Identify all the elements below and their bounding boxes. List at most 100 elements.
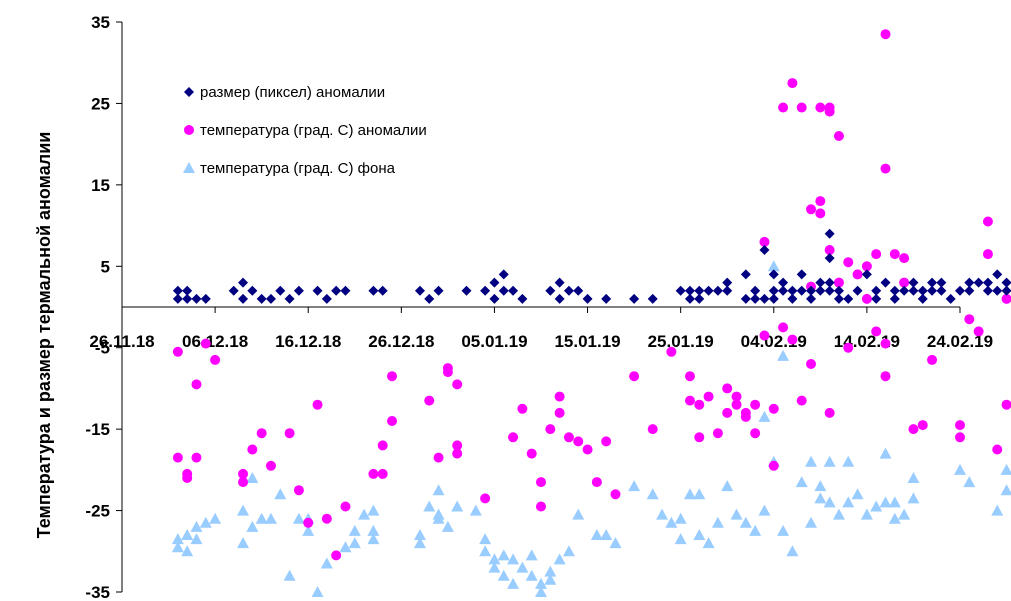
data-point-circle [442, 367, 453, 378]
data-point-triangle [721, 480, 734, 492]
data-point-diamond [712, 285, 723, 296]
series-circle [172, 29, 1011, 561]
data-point-diamond [377, 285, 388, 296]
data-point-diamond [200, 293, 211, 304]
data-point-circle [917, 420, 928, 431]
data-point-circle [666, 346, 677, 357]
data-point-diamond [806, 293, 817, 304]
data-point-diamond [331, 285, 342, 296]
data-point-circle [1001, 399, 1011, 410]
data-point-triangle [1000, 484, 1011, 496]
data-point-circle [787, 334, 798, 345]
data-point-diamond [768, 293, 779, 304]
y-tick-labels: 35 25 15 5 -5 -15 -25 -35 [85, 13, 110, 601]
data-point-diamond [172, 285, 183, 296]
data-point-triangle [739, 516, 752, 528]
data-point-diamond [601, 293, 612, 304]
data-point-diamond [275, 285, 286, 296]
data-point-diamond [684, 285, 695, 296]
data-point-triangle [358, 508, 371, 520]
data-point-triangle [609, 537, 622, 549]
data-point-triangle [749, 524, 762, 536]
data-point-circle [796, 395, 807, 406]
data-point-circle [778, 322, 789, 333]
data-point-circle [955, 432, 965, 443]
data-point-triangle [190, 533, 203, 545]
data-point-diamond [824, 285, 835, 296]
data-point-triangle [367, 504, 380, 516]
data-point-triangle [730, 508, 743, 520]
data-point-triangle [264, 512, 277, 524]
data-point-triangle [823, 496, 836, 508]
data-point-circle [731, 399, 742, 410]
data-point-circle [806, 204, 817, 215]
data-point-circle [172, 346, 183, 357]
data-point-triangle [758, 410, 771, 422]
data-point-circle [759, 330, 770, 341]
data-point-circle [843, 342, 854, 353]
data-point-triangle [171, 533, 184, 545]
data-point-circle [927, 354, 938, 365]
data-point-triangle [209, 512, 222, 524]
data-point-circle [526, 448, 537, 459]
x-tick-label: 15.01.19 [554, 332, 620, 351]
data-point-circle [712, 428, 723, 439]
data-point-circle [265, 460, 276, 471]
data-point-triangle [525, 549, 538, 561]
data-point-circle [377, 468, 388, 479]
data-point-circle [303, 517, 314, 528]
data-point-triangle [199, 516, 212, 528]
data-point-diamond [824, 228, 835, 239]
data-point-circle [256, 428, 267, 439]
data-point-diamond [833, 285, 844, 296]
data-point-triangle [832, 508, 845, 520]
data-point-diamond [787, 285, 798, 296]
data-point-diamond [489, 293, 500, 304]
data-point-circle [172, 452, 183, 463]
x-tick-label: 26.11.18 [89, 332, 154, 351]
data-point-triangle [237, 504, 250, 516]
data-point-circle [200, 338, 211, 349]
data-point-circle [321, 513, 332, 524]
data-point-diamond [908, 277, 919, 288]
x-tick-label: 24.02.19 [927, 332, 993, 351]
data-point-diamond [889, 293, 900, 304]
y-tick-label: -35 [85, 583, 110, 601]
data-point-diamond [340, 285, 351, 296]
data-point-circle [563, 432, 574, 443]
series-triangle [171, 260, 1011, 597]
data-point-diamond [238, 277, 249, 288]
data-point-diamond [936, 285, 947, 296]
data-point-diamond [414, 285, 425, 296]
data-point-diamond [554, 293, 565, 304]
data-point-triangle [497, 549, 510, 561]
data-point-triangle [237, 537, 250, 549]
legend-marker-circle [184, 125, 194, 135]
data-point-circle [731, 391, 742, 402]
data-point-diamond [368, 285, 379, 296]
data-point-triangle [907, 472, 920, 483]
data-point-circle [880, 29, 891, 40]
data-point-triangle [516, 561, 529, 573]
data-point-diamond [293, 285, 304, 296]
data-point-diamond [861, 269, 872, 280]
data-point-diamond [321, 293, 332, 304]
data-point-triangle [870, 500, 883, 512]
data-point-circle [545, 424, 556, 435]
data-point-circle [778, 102, 789, 113]
data-point-circle [806, 359, 817, 369]
data-point-circle [508, 432, 519, 443]
data-point-triangle [544, 565, 557, 577]
data-point-circle [880, 338, 891, 349]
data-point-circle [815, 208, 826, 219]
data-point-circle [238, 468, 249, 479]
data-point-diamond [824, 277, 835, 288]
data-point-triangle [320, 557, 333, 569]
data-point-circle [284, 428, 295, 439]
data-point-triangle [888, 496, 901, 508]
data-point-diamond [992, 285, 1003, 296]
data-point-diamond [750, 285, 761, 296]
data-point-diamond [964, 285, 975, 296]
data-point-diamond [722, 277, 733, 288]
data-point-circle [582, 444, 593, 455]
